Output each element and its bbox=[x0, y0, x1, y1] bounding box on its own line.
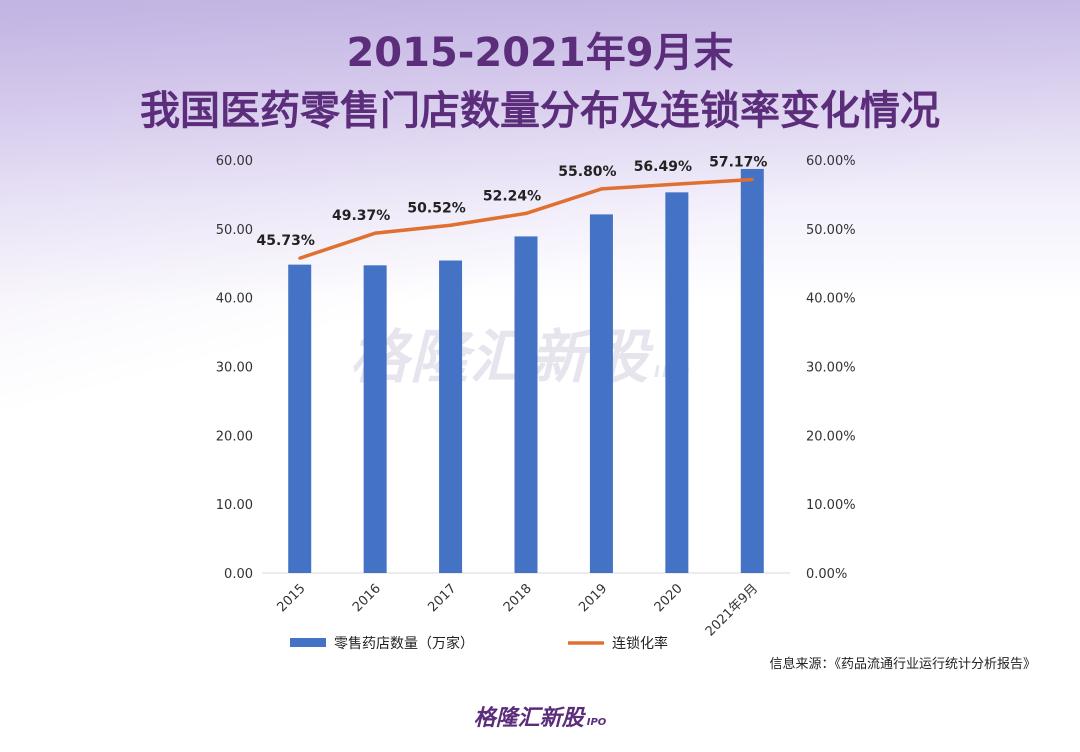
bar bbox=[288, 264, 312, 573]
line-point bbox=[524, 211, 528, 215]
bar bbox=[514, 236, 538, 573]
y-left-tick-label: 60.00 bbox=[216, 154, 253, 169]
x-tick-label: 2017 bbox=[425, 581, 459, 615]
x-tick-label: 2018 bbox=[501, 581, 535, 615]
logo-suffix: IPO bbox=[586, 717, 607, 728]
y-right-tick-label: 20.00% bbox=[806, 429, 856, 444]
data-label: 55.80% bbox=[558, 164, 616, 180]
y-right-tick-label: 40.00% bbox=[806, 292, 856, 307]
legend-label-bar: 零售药店数量（万家） bbox=[334, 635, 474, 652]
x-tick-label: 2020 bbox=[652, 581, 686, 615]
data-label: 56.49% bbox=[634, 159, 692, 175]
y-left-tick-label: 40.00 bbox=[216, 292, 253, 307]
y-right-tick-label: 0.00% bbox=[806, 567, 847, 582]
bar bbox=[589, 214, 613, 573]
line-point bbox=[599, 187, 603, 191]
chart-title-line1: 2015-2021年9月末 bbox=[346, 30, 734, 76]
x-tick-label: 2019 bbox=[576, 581, 610, 615]
x-tick-label: 2021年9月 bbox=[703, 581, 761, 639]
line-point bbox=[373, 231, 377, 235]
y-left-tick-label: 30.00 bbox=[216, 361, 253, 376]
y-left-tick-label: 20.00 bbox=[216, 429, 253, 444]
data-label: 57.17% bbox=[709, 154, 767, 170]
data-label: 49.37% bbox=[332, 208, 390, 224]
data-label: 50.52% bbox=[407, 200, 465, 216]
logo-text: 格隆汇新股 bbox=[473, 706, 584, 731]
line-point bbox=[675, 182, 679, 186]
y-right-tick-label: 30.00% bbox=[806, 361, 856, 376]
logo: 格隆汇新股 IPO bbox=[0, 700, 1080, 732]
y-right-tick-label: 50.00% bbox=[806, 223, 856, 238]
y-right-tick-label: 10.00% bbox=[806, 498, 856, 513]
bar bbox=[363, 265, 387, 573]
line-point bbox=[449, 223, 453, 227]
source-note: 信息来源：《药品流通行业运行统计分析报告》 bbox=[769, 657, 1036, 672]
x-tick-label: 2015 bbox=[275, 581, 309, 615]
y-left-tick-label: 50.00 bbox=[216, 223, 253, 238]
y-left-tick-label: 0.00 bbox=[224, 567, 253, 582]
data-label: 45.73% bbox=[257, 233, 315, 249]
chart-title-line2: 我国医药零售门店数量分布及连锁率变化情况 bbox=[140, 88, 940, 134]
legend-swatch-bar bbox=[290, 638, 326, 647]
y-right-tick-label: 60.00% bbox=[806, 154, 856, 169]
bar bbox=[665, 192, 689, 573]
line-point bbox=[750, 177, 754, 181]
bar bbox=[740, 168, 764, 573]
data-label: 52.24% bbox=[483, 188, 541, 204]
line-point bbox=[298, 256, 302, 260]
legend-label-line: 连锁化率 bbox=[612, 635, 668, 652]
y-left-tick-label: 10.00 bbox=[216, 498, 253, 513]
x-tick-label: 2016 bbox=[350, 581, 384, 615]
bar bbox=[439, 260, 463, 573]
